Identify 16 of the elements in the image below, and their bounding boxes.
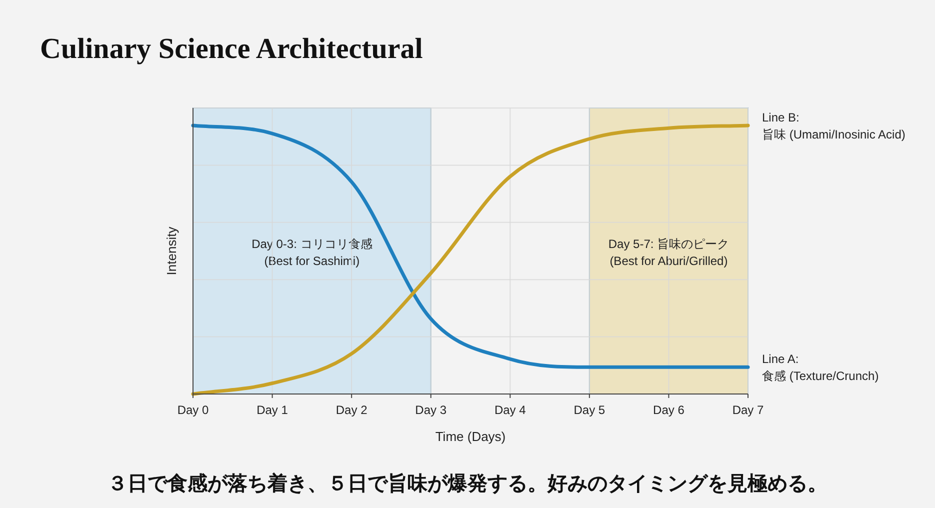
x-tick-label: Day 1 (256, 403, 288, 417)
x-tick-label: Day 0 (177, 403, 209, 417)
x-tick-label: Day 5 (574, 403, 606, 417)
series-label: Line B: 旨味 (Umami/Inosinic Acid) (762, 110, 906, 142)
x-tick-label: Day 7 (732, 403, 764, 417)
x-tick-label: Day 3 (415, 403, 447, 417)
x-tick-label: Day 6 (653, 403, 685, 417)
series-label: Line A: 食感 (Texture/Crunch) (762, 352, 879, 384)
chart-title: Culinary Science Architectural (40, 33, 423, 65)
x-tick-label: Day 2 (336, 403, 368, 417)
x-axis-title: Time (Days) (435, 429, 506, 444)
band-label: Day 5-7: 旨味のピーク (Best for Aburi/Grilled) (608, 237, 730, 268)
band-label: Day 0-3: コリコリ食感 (Best for Sashimi) (252, 237, 372, 268)
x-tick-label: Day 4 (494, 403, 526, 417)
y-axis-title: Intensity (164, 226, 179, 276)
text: ３日で食感が落ち着き、５日で旨味が爆発する。好みのタイミングを見極める。 (108, 472, 828, 495)
